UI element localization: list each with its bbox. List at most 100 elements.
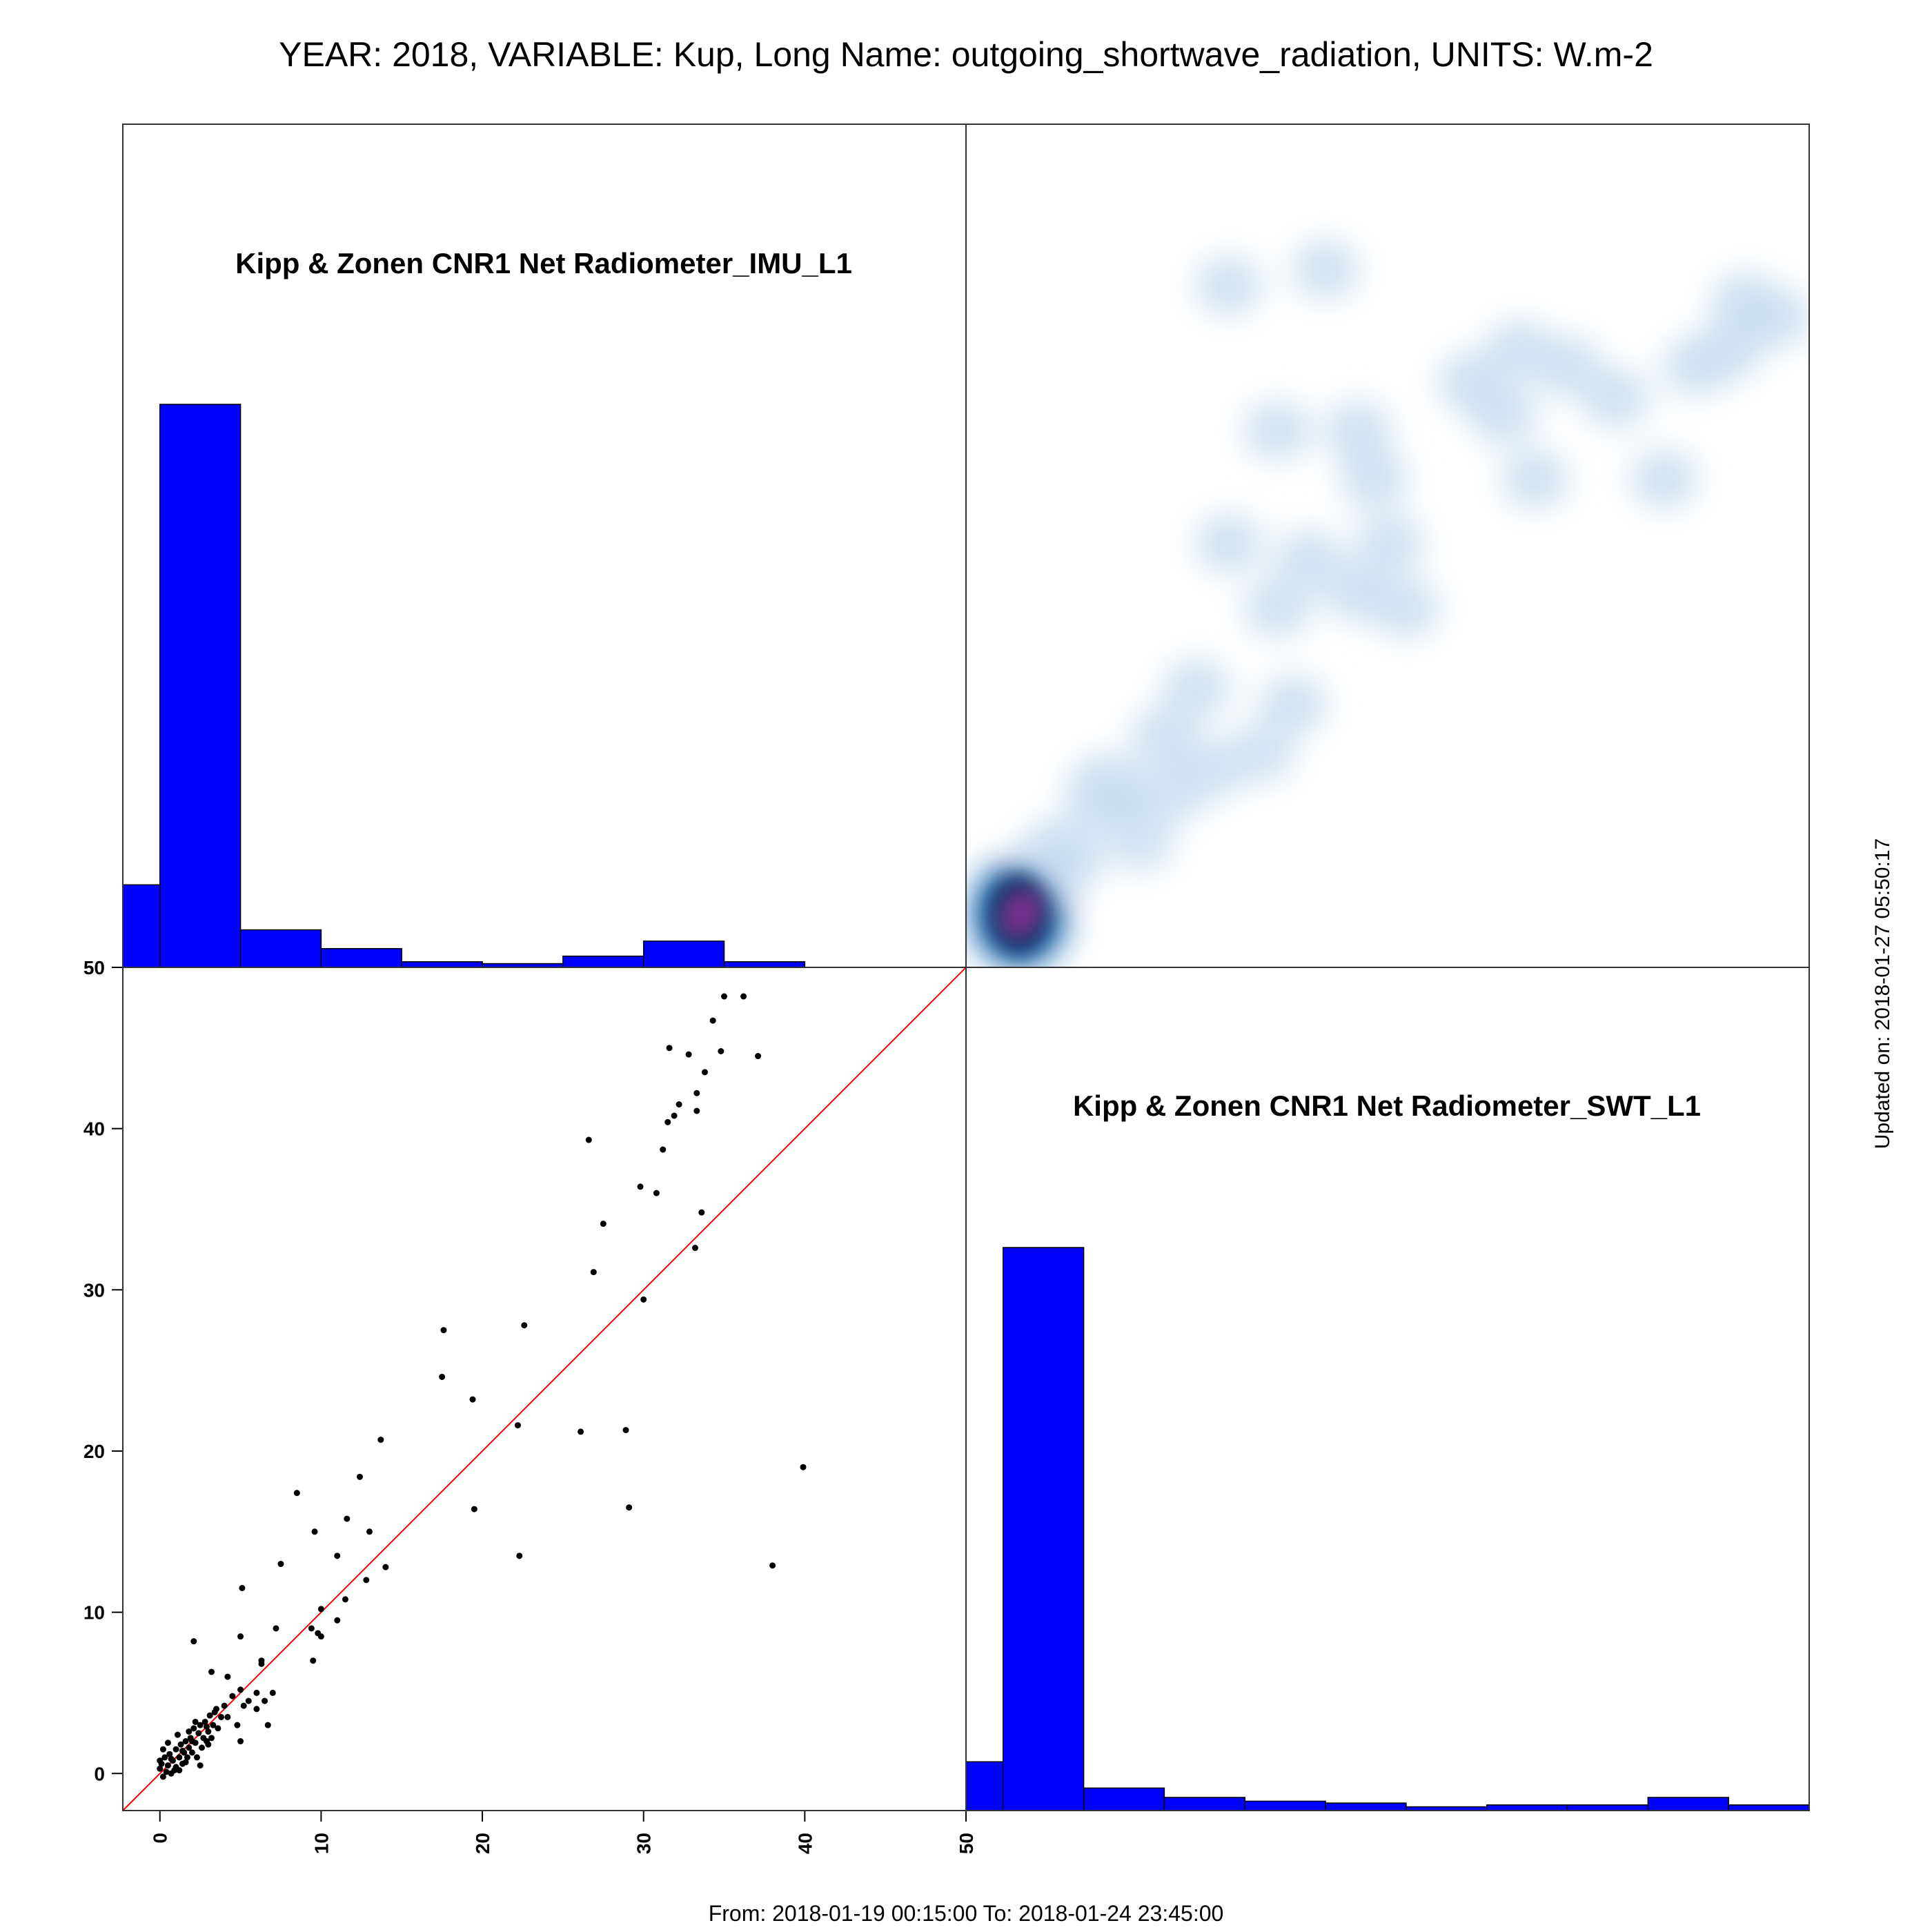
histogram-imu-bar-3	[320, 948, 402, 968]
scatter-point-38	[182, 1759, 189, 1766]
scatter-point-108	[666, 1045, 673, 1052]
histogram-panel-imu: Kipp & Zonen CNR1 Net Radiometer_IMU_L1	[122, 247, 852, 968]
scatter-point-16	[186, 1744, 193, 1751]
scatter-point-10	[176, 1754, 183, 1761]
scatter-point-14	[182, 1738, 189, 1745]
x-tick-label-1: 10	[310, 1833, 332, 1854]
histogram-imu-bar-0	[122, 884, 161, 968]
scatter-point-75	[310, 1657, 317, 1664]
scatter-point-57	[237, 1686, 244, 1693]
histogram-swt-bar-1	[1002, 1247, 1085, 1811]
scatter-point-100	[600, 1221, 607, 1228]
scatter-point-121	[755, 1053, 762, 1060]
scatter-point-23	[197, 1722, 204, 1728]
x-tick-label-0: 0	[150, 1833, 171, 1844]
density-blob-17	[1324, 401, 1391, 460]
density-blob-5	[1107, 812, 1174, 871]
scatter-point-101	[622, 1427, 629, 1434]
histogram-swt-bar-0	[965, 1761, 1004, 1811]
density-blob-16	[1243, 401, 1310, 460]
scatter-points	[157, 993, 807, 1780]
density-blob-14	[1357, 514, 1423, 573]
density-blob-30	[1744, 288, 1809, 347]
scatter-point-46	[158, 1760, 165, 1767]
histogram-swt-bar-5	[1325, 1802, 1407, 1811]
scatter-point-18	[188, 1749, 195, 1756]
x-tick-label-3: 30	[633, 1833, 655, 1854]
histogram-panel-swt: Kipp & Zonen CNR1 Net Radiometer_SWT_L1	[965, 1090, 1810, 1811]
scatter-point-94	[514, 1422, 521, 1429]
scatter-point-77	[317, 1633, 324, 1640]
histogram-imu-bar-4	[401, 961, 483, 968]
scatter-point-91	[440, 1327, 447, 1334]
histogram-swt-bar-8	[1566, 1804, 1649, 1811]
scatter-point-119	[721, 993, 728, 1000]
scatter-point-123	[800, 1463, 807, 1470]
density-blob-26	[1630, 450, 1697, 509]
density-blob-20	[1292, 240, 1359, 299]
density-core	[987, 874, 1052, 954]
density-blob-31	[1437, 353, 1504, 411]
histogram-bars-imu	[122, 404, 806, 968]
scatter-point-39	[188, 1738, 195, 1745]
updated-label: Updated on: 2018-01-27 05:50:17	[1871, 838, 1894, 1149]
scatter-point-99	[590, 1269, 597, 1276]
scatter-point-74	[308, 1625, 315, 1632]
scatter-point-84	[356, 1473, 363, 1480]
scatter-point-26	[201, 1718, 208, 1725]
scatter-point-66	[277, 1561, 284, 1568]
histogram-label-swt: Kipp & Zonen CNR1 Net Radiometer_SWT_L1	[1073, 1090, 1701, 1122]
density-blob-28	[1695, 321, 1762, 379]
scatter-point-96	[521, 1322, 528, 1329]
x-axis: 0 10 20 30 40 50	[150, 1811, 977, 1854]
scatter-point-102	[626, 1504, 633, 1511]
scatter-point-87	[377, 1437, 384, 1443]
scatter-point-113	[693, 1107, 700, 1114]
scatter-point-69	[224, 1673, 231, 1680]
scatter-point-34	[218, 1713, 225, 1720]
density-blob-9	[1260, 676, 1327, 734]
scatter-point-3	[161, 1754, 168, 1761]
y-tick-label-3: 30	[83, 1279, 105, 1301]
scatter-point-68	[208, 1668, 215, 1675]
scatter-point-54	[229, 1693, 236, 1699]
density-blob-13	[1372, 578, 1439, 637]
density-blob-11	[1243, 578, 1310, 637]
density-panel	[971, 240, 1809, 967]
scatter-point-4	[164, 1762, 171, 1769]
scatter-point-104	[640, 1296, 647, 1303]
density-peak	[1004, 894, 1038, 934]
scatter-point-35	[163, 1768, 170, 1775]
scatter-point-24	[198, 1744, 205, 1751]
scatter-point-107	[664, 1118, 671, 1125]
scatter-point-64	[264, 1722, 271, 1728]
scatter-point-61	[253, 1689, 260, 1696]
density-blob-1	[1018, 820, 1101, 896]
scatter-point-30	[208, 1735, 215, 1742]
scatter-point-110	[676, 1101, 682, 1108]
histogram-swt-bar-4	[1244, 1800, 1326, 1811]
scatter-point-43	[164, 1739, 171, 1746]
density-blob-25	[1582, 369, 1649, 428]
figure-title: YEAR: 2018, VARIABLE: Kup, Long Name: ou…	[279, 35, 1653, 74]
scatter-point-51	[176, 1767, 183, 1774]
scatter-point-116	[701, 1069, 708, 1076]
scatter-point-29	[206, 1712, 213, 1719]
scatter-point-83	[344, 1515, 351, 1522]
x-tick-label-4: 40	[794, 1833, 816, 1854]
scatter-point-37	[174, 1731, 181, 1738]
scatter-point-44	[186, 1728, 193, 1735]
density-blob-3	[1131, 707, 1198, 766]
histogram-swt-bar-3	[1163, 1797, 1245, 1811]
scatter-point-2	[159, 1773, 166, 1780]
y-tick-label-4: 40	[83, 1118, 105, 1140]
scatter-point-89	[293, 1490, 300, 1497]
density-blob-8	[1228, 724, 1294, 782]
scatter-point-67	[190, 1638, 197, 1645]
scatter-point-111	[685, 1051, 692, 1058]
scatter-point-79	[334, 1617, 341, 1624]
scatter-point-0	[157, 1765, 164, 1772]
scatter-point-40	[197, 1762, 204, 1769]
scatter-point-15	[184, 1754, 190, 1761]
